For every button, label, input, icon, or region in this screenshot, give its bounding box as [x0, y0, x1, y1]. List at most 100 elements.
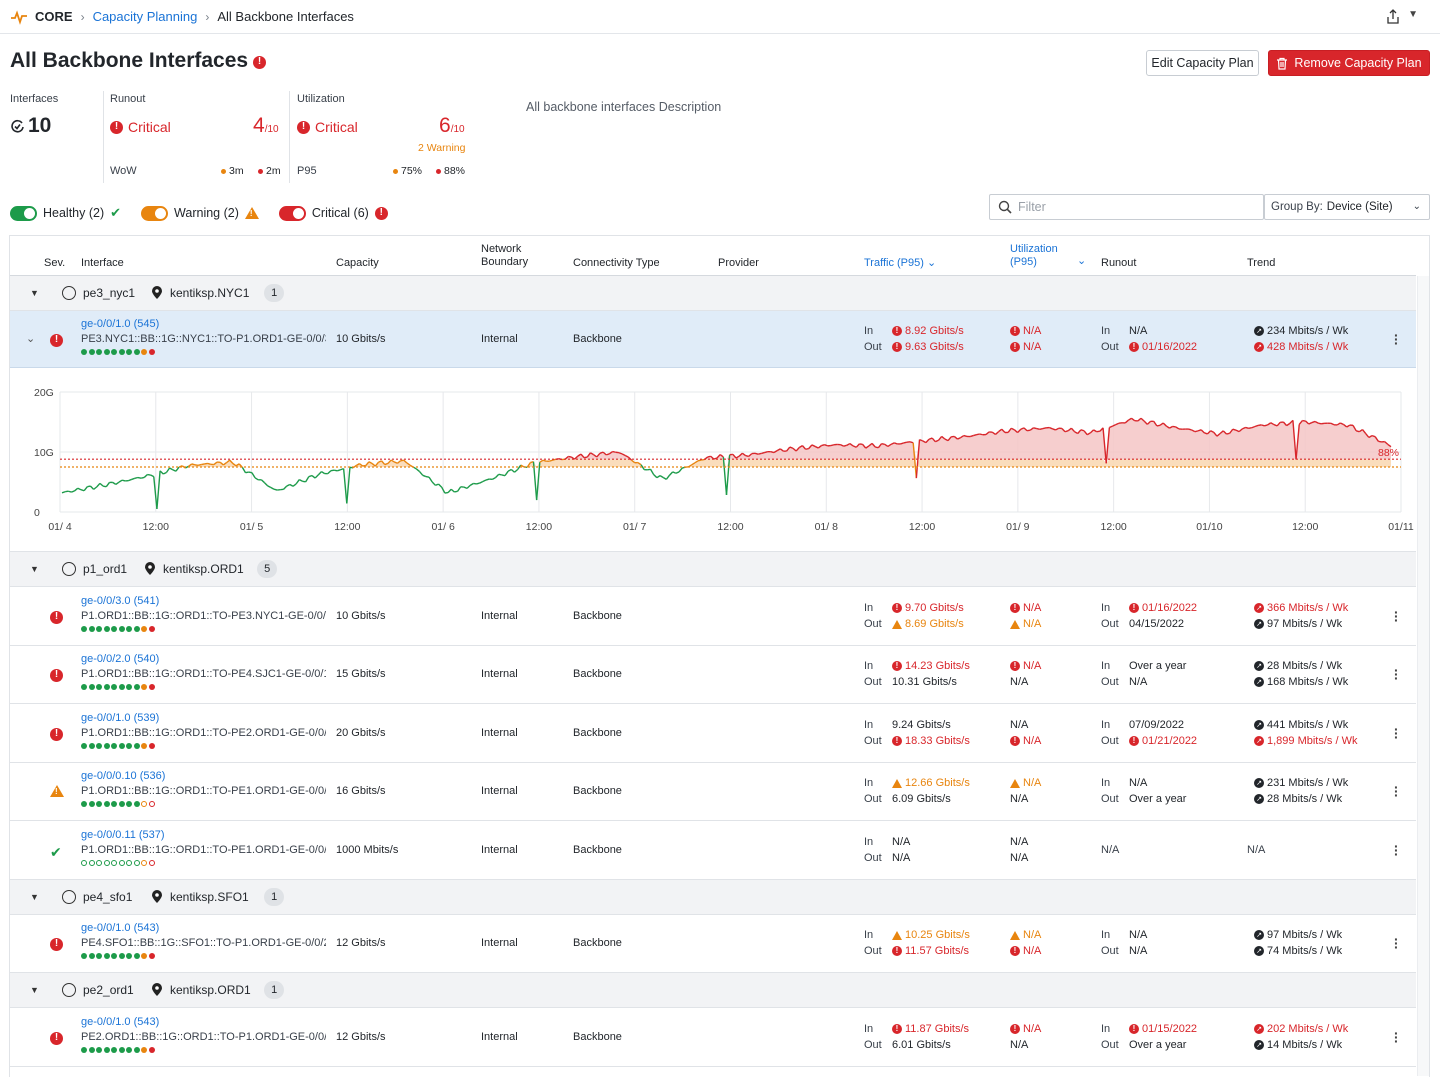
- healthy-toggle[interactable]: [10, 205, 37, 221]
- remove-capacity-plan-button[interactable]: Remove Capacity Plan: [1268, 50, 1430, 76]
- filter-input[interactable]: Filter: [989, 194, 1264, 220]
- table-row[interactable]: ! ge-0/0/1.0 (543) PE2.ORD1::BB::1G::ORD1:…: [10, 1008, 1416, 1067]
- col-network-boundary-line1: Network: [481, 243, 522, 255]
- table-row[interactable]: ! ge-0/0/1.0 (543) PE4.SFO1::BB::1G::SFO1:…: [10, 915, 1416, 973]
- table-row[interactable]: ! ge-0/0/1.0 (539) P1.ORD1::BB::1G::ORD1::…: [10, 704, 1416, 763]
- trend-arrow-icon: ↗: [1254, 1040, 1264, 1050]
- table-row[interactable]: ! ge-0/0/2.0 (540) P1.ORD1::BB::1G::ORD1::…: [10, 646, 1416, 704]
- utilization-out-value-text: N/A: [1010, 793, 1029, 805]
- health-dot: [118, 860, 125, 866]
- traffic-in-value: ! 14.23 Gbits/s: [892, 660, 970, 672]
- trend-in-value-text: 366 Mbits/s / Wk: [1267, 602, 1349, 614]
- chart-series-segment: [128, 478, 132, 482]
- chart-series-segment: [1261, 424, 1265, 427]
- interface-name-link[interactable]: ge-0/0/1.0 (539): [81, 712, 160, 724]
- table-row[interactable]: ✔ ge-0/0/0.11 (537) P1.ORD1::BB::1G::ORD1:…: [10, 821, 1416, 880]
- network-boundary-value: Internal: [481, 844, 518, 856]
- expand-chevron-icon[interactable]: ⌄: [26, 333, 36, 345]
- table-scrollbar[interactable]: [1417, 276, 1429, 1076]
- chart-series-segment: [232, 462, 237, 467]
- group-by-select[interactable]: Group By: Device (Site) ⌄: [1264, 194, 1430, 220]
- chart-series-segment: [612, 450, 616, 453]
- chart-series-segment: [1026, 429, 1031, 432]
- group-row[interactable]: ▼ pe4_sfo1 kentiksp.SFO1 1: [10, 880, 1416, 915]
- row-actions-kebab-icon[interactable]: · · ·: [1394, 604, 1399, 628]
- chart-series-segment: [798, 445, 803, 449]
- utilization-out-value: N/A: [1010, 1039, 1028, 1051]
- breadcrumb-root[interactable]: CORE: [35, 9, 73, 24]
- breadcrumb-capacity-planning[interactable]: Capacity Planning: [92, 9, 198, 24]
- group-row[interactable]: ▼ pe3_nyc1 kentiksp.NYC1 1: [10, 276, 1416, 311]
- col-traffic[interactable]: Traffic (P95) ⌄: [864, 257, 936, 270]
- runout-out-value: Over a year: [1129, 793, 1186, 805]
- row-actions-kebab-icon[interactable]: · · ·: [1394, 1025, 1399, 1049]
- interface-name-link[interactable]: ge-0/0/1.0 (543): [81, 922, 160, 934]
- chart-series-segment: [87, 485, 91, 488]
- location-pin-icon: [152, 983, 162, 996]
- col-utilization[interactable]: Utilization (P95): [1010, 243, 1058, 269]
- chart-series-segment: [479, 480, 484, 484]
- critical-icon: !: [50, 668, 63, 682]
- interface-name-link[interactable]: ge-0/0/3.0 (541): [81, 595, 160, 607]
- collapse-caret-icon[interactable]: ▼: [30, 564, 39, 574]
- col-provider[interactable]: Provider: [718, 257, 759, 269]
- chart-series-segment: [1222, 430, 1227, 435]
- row-actions-kebab-icon[interactable]: · · ·: [1394, 838, 1399, 862]
- interface-description: PE3.NYC1::BB::1G::NYC1::TO-P1.ORD1-GE-0/…: [81, 333, 326, 345]
- share-icon[interactable]: [1386, 9, 1400, 25]
- connectivity-type-value: Backbone: [573, 668, 622, 680]
- chart-series-segment: [678, 467, 683, 473]
- row-actions-kebab-icon[interactable]: · · ·: [1394, 327, 1399, 351]
- filter-placeholder: Filter: [1018, 200, 1046, 214]
- group-site-name: kentiksp.SFO1: [170, 890, 249, 904]
- interface-name-link[interactable]: ge-0/0/2.0 (540): [81, 653, 160, 665]
- chart-series-segment: [1055, 427, 1060, 431]
- group-row[interactable]: ▼ p1_ord1 kentiksp.ORD1 5: [10, 552, 1416, 587]
- row-actions-kebab-icon[interactable]: · · ·: [1394, 662, 1399, 686]
- capacity-value: 12 Gbits/s: [336, 937, 386, 949]
- traffic-out-value-text: 11.57 Gbits/s: [905, 945, 969, 957]
- health-history-dots: [81, 860, 155, 866]
- row-actions-kebab-icon[interactable]: · · ·: [1394, 779, 1399, 803]
- traffic-in-value: ! 11.87 Gbits/s: [892, 1023, 969, 1035]
- chart-series-segment: [1042, 427, 1047, 430]
- col-capacity[interactable]: Capacity: [336, 257, 379, 269]
- critical-toggle[interactable]: [278, 205, 306, 221]
- trend-in-value: ↗ 234 Mbits/s / Wk: [1254, 325, 1348, 337]
- health-dot: [103, 1047, 110, 1053]
- row-actions-kebab-icon[interactable]: · · ·: [1394, 931, 1399, 955]
- share-menu-chevron-icon[interactable]: ▼: [1408, 9, 1418, 20]
- table-row[interactable]: ⌄! ge-0/0/1.0 (545) PE3.NYC1::BB::1G::NYC1…: [10, 311, 1416, 368]
- col-interface[interactable]: Interface: [81, 257, 124, 269]
- edit-capacity-plan-button[interactable]: Edit Capacity Plan: [1146, 50, 1259, 76]
- row-actions-kebab-icon[interactable]: · · ·: [1394, 721, 1399, 745]
- interface-name-link[interactable]: ge-0/0/1.0 (543): [81, 1016, 160, 1028]
- chart-series-segment: [1286, 422, 1291, 427]
- table-row[interactable]: ! ge-0/0/3.0 (541) P1.ORD1::BB::1G::ORD1::…: [10, 587, 1416, 646]
- collapse-caret-icon[interactable]: ▼: [30, 892, 39, 902]
- trend-out-value: ↗ 14 Mbits/s / Wk: [1254, 1039, 1342, 1051]
- trend-in-value-text: 97 Mbits/s / Wk: [1267, 929, 1343, 941]
- interface-name-link[interactable]: ge-0/0/0.11 (537): [81, 829, 165, 841]
- col-sev[interactable]: Sev.: [44, 257, 66, 269]
- chart-series-segment: [1048, 426, 1053, 430]
- collapse-caret-icon[interactable]: ▼: [30, 985, 39, 995]
- table-row[interactable]: ge-0/0/0.10 (536)P1.ORD1::BB::1G::ORD1::…: [10, 763, 1416, 821]
- traffic-out-value-text: 6.09 Gbits/s: [892, 793, 951, 805]
- col-connectivity-type[interactable]: Connectivity Type: [573, 257, 660, 269]
- interface-name-link[interactable]: ge-0/0/0.10 (536): [81, 770, 166, 782]
- col-runout[interactable]: Runout: [1101, 257, 1137, 269]
- health-dot: [96, 626, 102, 632]
- interface-name-link[interactable]: ge-0/0/1.0 (545): [81, 318, 160, 330]
- collapse-caret-icon[interactable]: ▼: [30, 288, 39, 298]
- group-row[interactable]: ▼ pe2_ord1 kentiksp.ORD1 1: [10, 973, 1416, 1008]
- refresh-check-icon: [11, 119, 24, 133]
- chevron-down-icon[interactable]: ⌄: [1077, 255, 1087, 267]
- chart-series-segment: [1368, 435, 1373, 439]
- chart-series-segment: [1194, 430, 1199, 433]
- warning-toggle[interactable]: [141, 205, 169, 221]
- chart-series-segment: [289, 483, 294, 487]
- health-dot: [81, 1047, 87, 1053]
- col-network-boundary[interactable]: Network Boundary: [481, 243, 528, 269]
- col-trend[interactable]: Trend: [1247, 257, 1276, 269]
